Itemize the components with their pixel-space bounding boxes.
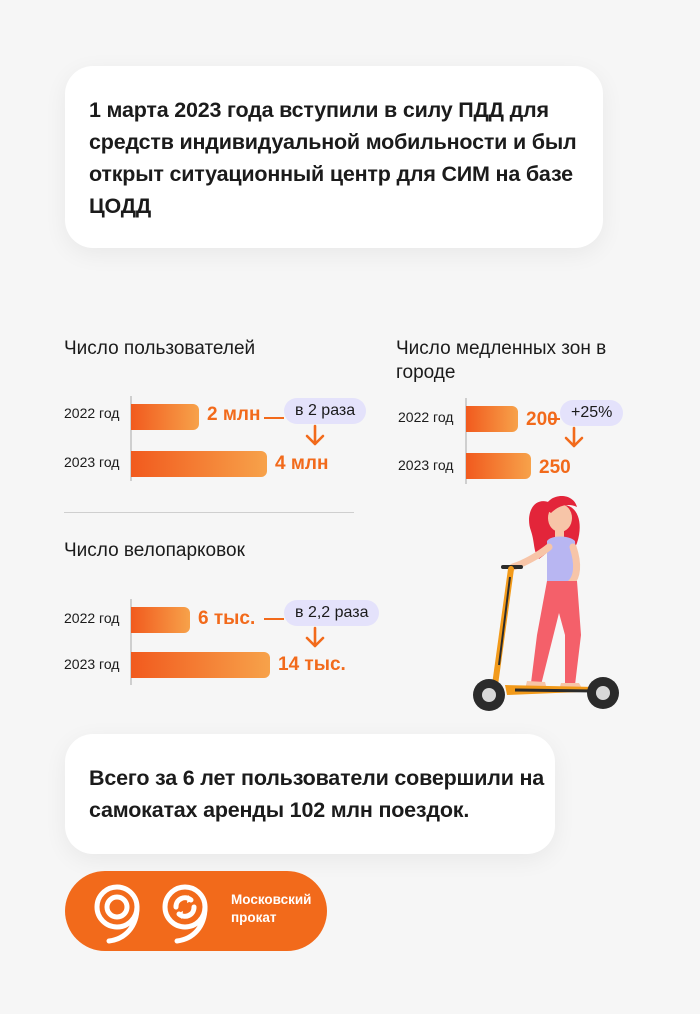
year-label: 2022 год (64, 610, 120, 626)
bar (466, 406, 518, 432)
year-label: 2022 год (64, 405, 120, 421)
year-label: 2022 год (398, 409, 454, 425)
data-label: 2 млн (207, 404, 261, 425)
chart-title: Число медленных зон в городе (396, 338, 607, 383)
moscow-rental-logo: Московский прокат (65, 871, 327, 951)
arrow-down-icon (305, 626, 325, 648)
change-badge: в 2,2 раза (284, 600, 380, 626)
year-label: 2023 год (64, 454, 120, 470)
divider (64, 512, 354, 513)
bar (466, 453, 531, 479)
connector-line (264, 618, 284, 620)
bar (131, 607, 190, 633)
logo-mark-icon (94, 884, 208, 944)
change-badge: в 2 раза (284, 398, 367, 424)
year-label: 2023 год (64, 656, 120, 672)
arrow-down-icon (305, 424, 325, 446)
chart-title: Число пользователей (64, 338, 256, 359)
connector-line (549, 418, 560, 420)
scooter-rider-illustration (473, 495, 619, 711)
logo-text: Московский прокат (231, 892, 312, 925)
connector-line (264, 417, 284, 419)
axis-line (130, 599, 132, 685)
summary-text: Всего за 6 лет пользователи совершили на… (89, 766, 545, 822)
axis-line (130, 396, 132, 481)
axis-line (465, 398, 467, 484)
data-label: 4 млн (275, 453, 329, 474)
data-label: 200 (526, 409, 558, 430)
summary-card: Всего за 6 лет пользователи совершили на… (65, 734, 555, 854)
bar (131, 652, 270, 678)
year-label: 2023 год (398, 457, 454, 473)
intro-card: 1 марта 2023 года вступили в силу ПДД дл… (65, 66, 603, 248)
bar (131, 404, 199, 430)
arrow-down-icon (564, 426, 584, 448)
bar (131, 451, 267, 477)
change-badge: +25% (560, 400, 624, 426)
intro-text: 1 марта 2023 года вступили в силу ПДД дл… (89, 98, 577, 218)
data-label: 6 тыс. (198, 608, 256, 629)
data-label: 14 тыс. (278, 654, 346, 675)
chart-title: Число велопарковок (64, 540, 245, 561)
data-label: 250 (539, 457, 571, 478)
